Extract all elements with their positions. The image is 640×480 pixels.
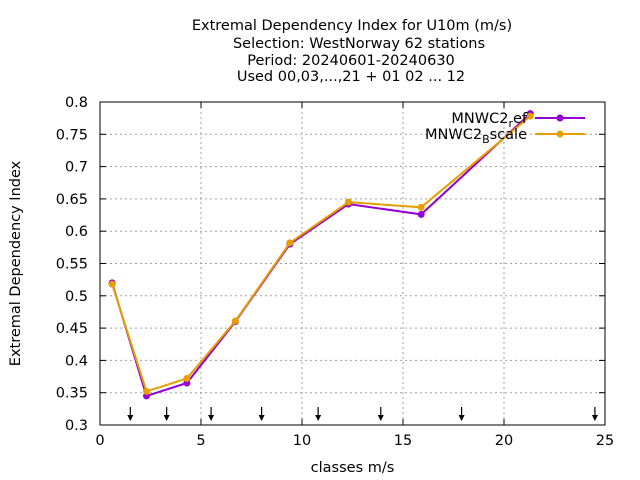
data-point [417, 210, 425, 218]
x-tick-label: 20 [495, 433, 513, 449]
y-tick-label: 0.7 [65, 160, 88, 176]
y-tick-label: 0.6 [65, 224, 88, 240]
legend-entry-1: MNWC2ref [451, 111, 585, 130]
data-point [108, 280, 116, 288]
y-tick-label: 0.4 [65, 353, 88, 369]
y-tick-label: 0.55 [56, 257, 88, 273]
x-tick-label: 10 [293, 433, 311, 449]
arrow-head [591, 415, 598, 421]
chart-title: Extremal Dependency Index for U10m (m/s)… [192, 18, 512, 85]
data-point [231, 317, 239, 325]
data-point [142, 387, 150, 395]
axis-ticks: 0.3 0.35 0.4 0.45 0.5 0.55 0.6 0.65 0.7 0.75 0.8 0 5… [56, 95, 615, 449]
legend-label: MNWC2ref [451, 111, 527, 130]
y-tick-label: 0.35 [56, 386, 88, 402]
y-tick-label: 0.8 [65, 95, 88, 111]
legend-swatch-point [556, 114, 564, 122]
data-point [183, 374, 191, 382]
arrow-head [315, 415, 322, 421]
x-axis-label: classes m/s [311, 460, 395, 476]
y-tick-label: 0.65 [56, 192, 88, 208]
series-line [111, 112, 531, 398]
legend-label: MNWC2Bscale [425, 127, 527, 146]
series-line [111, 115, 531, 393]
data-point [286, 239, 294, 247]
y-axis-label: Extremal Dependency Index [8, 160, 24, 366]
arrow-head [208, 415, 215, 421]
class-limit-arrow [315, 407, 322, 421]
y-tick-label: 0.75 [56, 127, 88, 143]
class-limit-markers [127, 407, 598, 421]
class-limit-arrow [591, 407, 598, 421]
series-lines [108, 110, 534, 400]
series-1 [108, 110, 534, 400]
class-limit-arrow [377, 407, 384, 421]
legend-entry-2: MNWC2Bscale [425, 127, 585, 146]
arrow-head [258, 415, 265, 421]
grid [100, 102, 605, 425]
plot-frame [99, 101, 606, 426]
series-2 [108, 112, 534, 395]
y-tick-label: 0.5 [65, 289, 88, 305]
legend-swatch-point [556, 130, 564, 138]
class-limit-arrow [208, 407, 215, 421]
class-limit-arrow [458, 407, 465, 421]
arrow-head [458, 415, 465, 421]
arrow-head [127, 415, 134, 421]
y-tick-label: 0.3 [65, 418, 88, 434]
y-tick-label: 0.45 [56, 321, 88, 337]
x-tick-label: 0 [95, 433, 104, 449]
x-tick-label: 15 [394, 433, 412, 449]
data-point [344, 198, 352, 206]
arrow-head [377, 415, 384, 421]
arrow-head [163, 415, 170, 421]
data-point [526, 112, 534, 120]
x-tick-label: 5 [196, 433, 205, 449]
title-line-1: Extremal Dependency Index for U10m (m/s) [192, 18, 512, 34]
title-line-2: Selection: WestNorway 62 stations [233, 36, 485, 52]
title-line-3: Period: 20240601-20240630 [247, 53, 455, 69]
data-point [417, 203, 425, 211]
class-limit-arrow [163, 407, 170, 421]
class-limit-arrow [258, 407, 265, 421]
class-limit-arrow [127, 407, 134, 421]
title-line-4: Used 00,03,...,21 + 01 02 ... 12 [237, 69, 465, 85]
x-tick-label: 25 [596, 433, 614, 449]
